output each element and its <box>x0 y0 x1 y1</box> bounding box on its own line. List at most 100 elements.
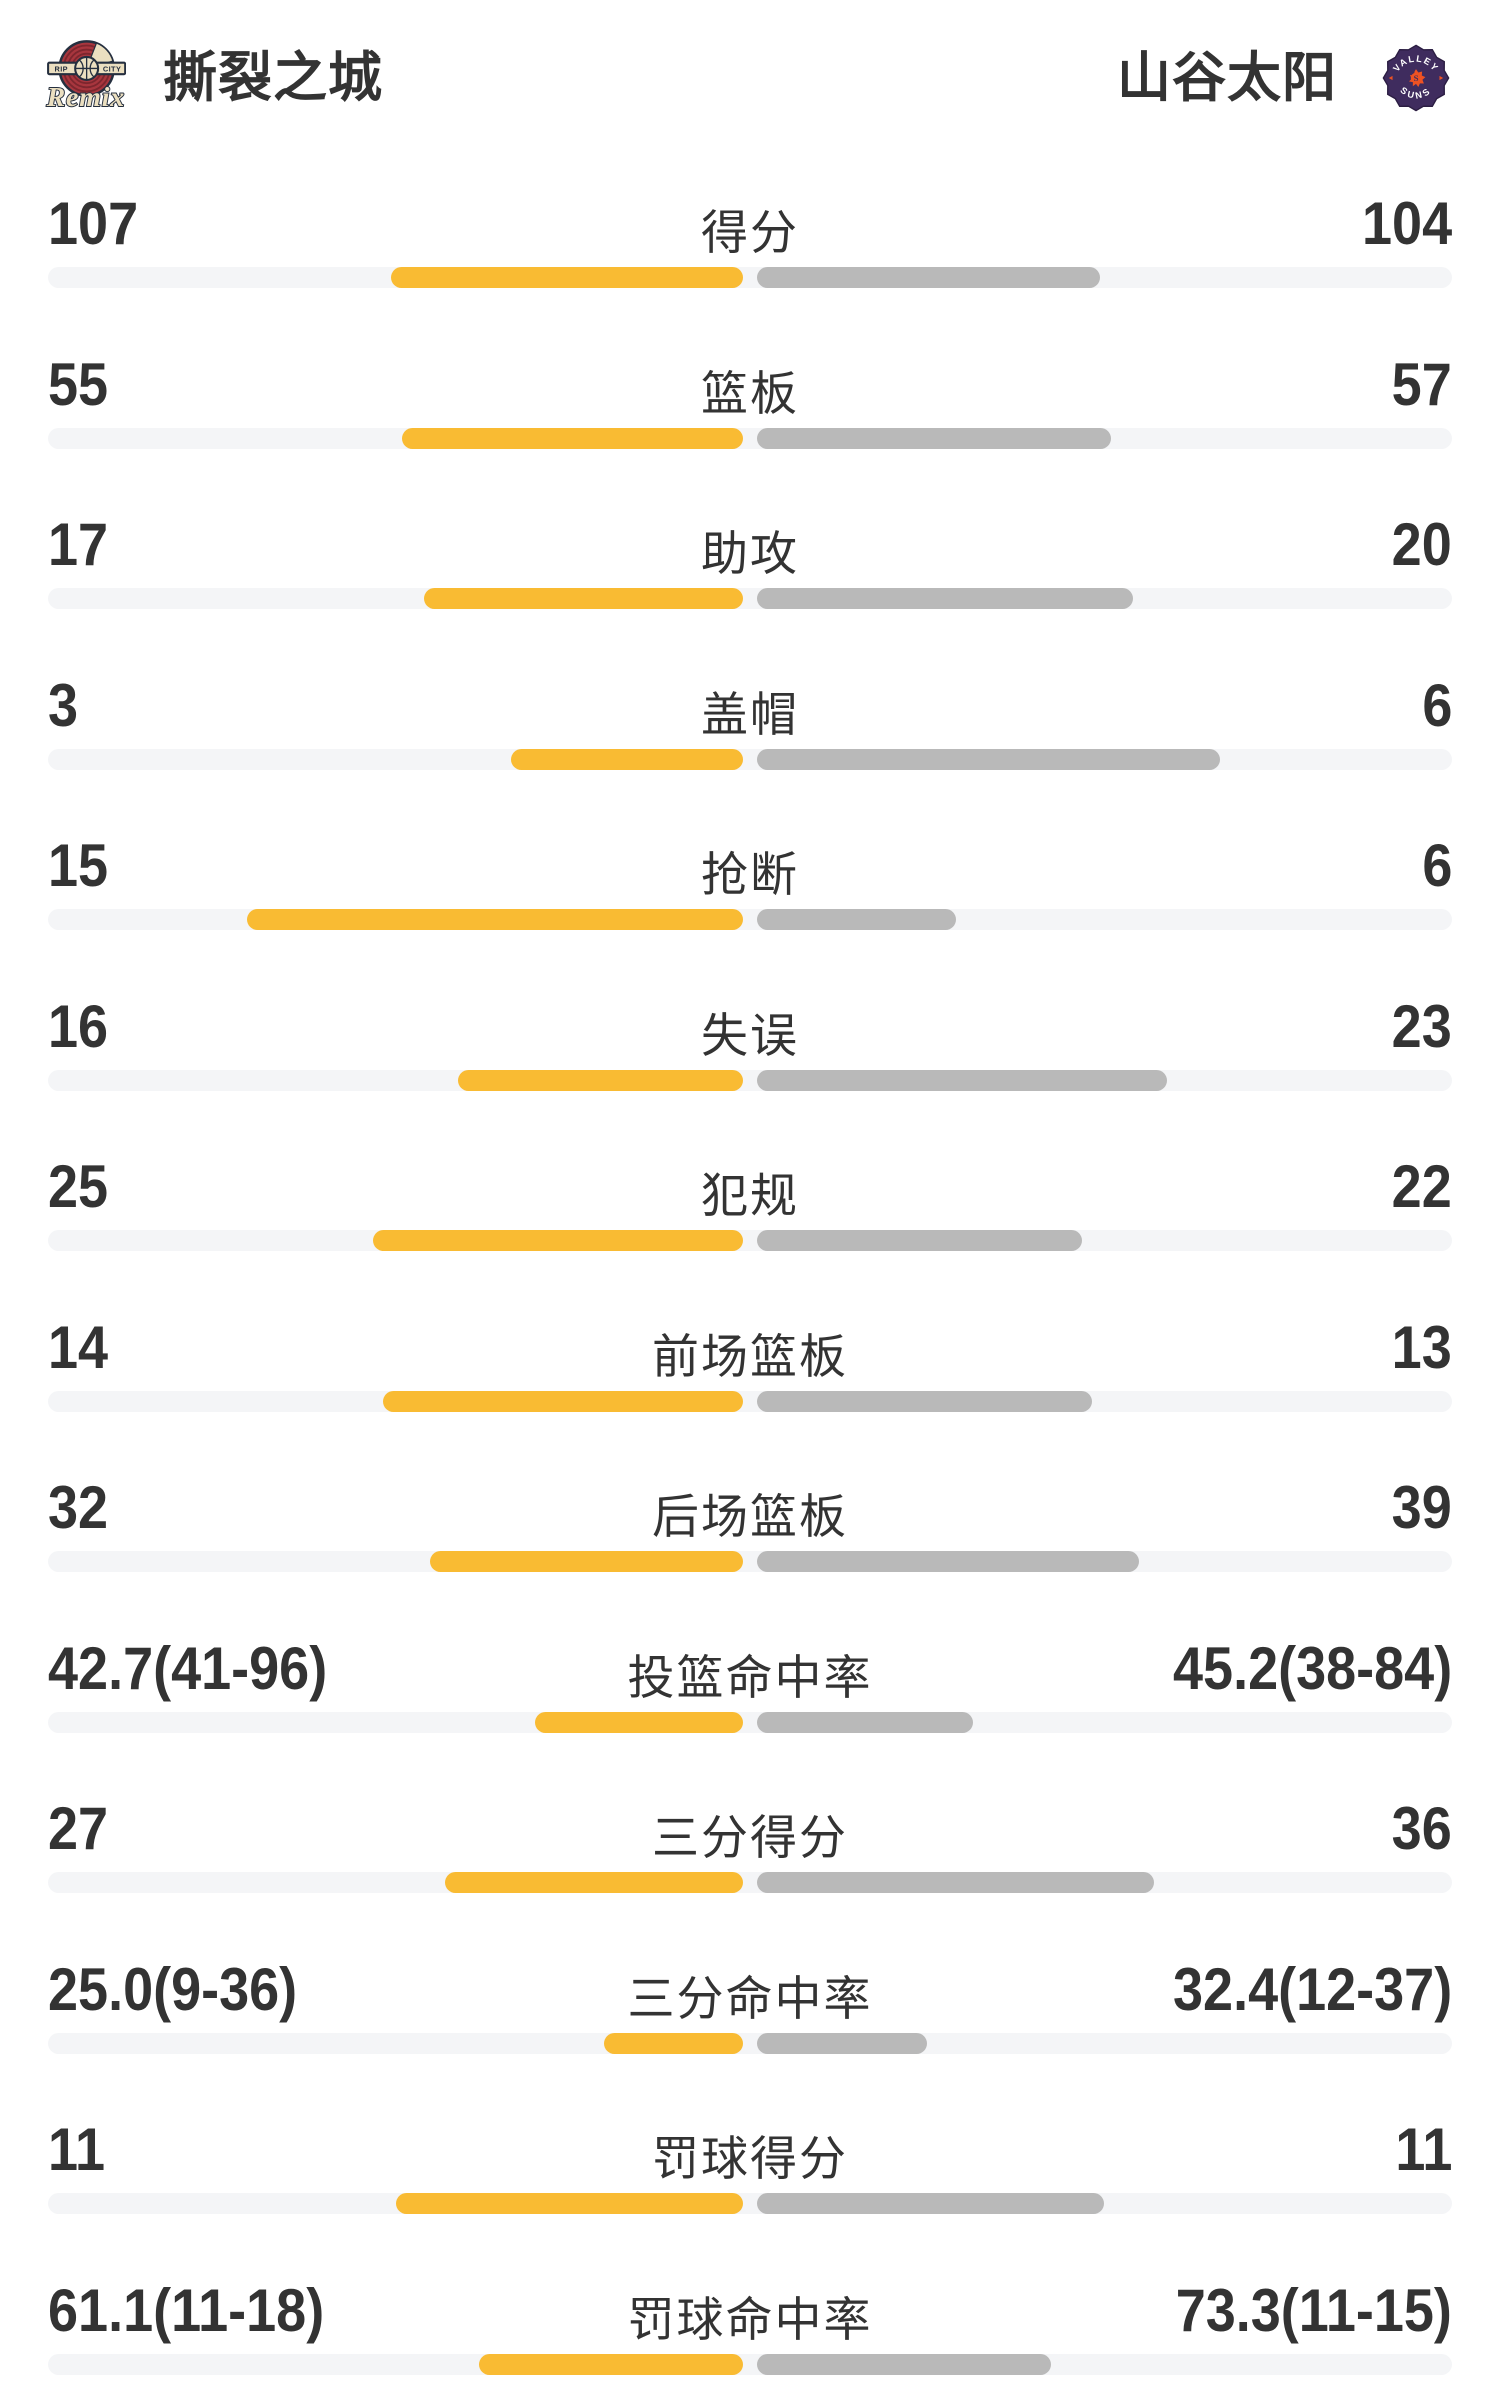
stat-bar-track <box>48 2353 1452 2375</box>
home-stat-value: 25.0(9-36) <box>48 1955 298 2023</box>
away-stat-bar <box>757 1551 1139 1572</box>
stat-bar-track <box>48 1551 1452 1572</box>
home-stat-bar <box>401 427 743 449</box>
stat-values: 107 得分 104 <box>48 190 1452 262</box>
stat-bar-track <box>48 1872 1452 1893</box>
stat-bar-track <box>48 1069 1452 1091</box>
right-triangle-accent <box>1439 75 1444 81</box>
stat-row: 27 三分得分 36 <box>48 1795 1452 1893</box>
away-stat-value: 11 <box>1394 2116 1452 2183</box>
away-stat-bar <box>757 1230 1083 1251</box>
stat-row: 17 助攻 20 <box>48 511 1452 609</box>
home-stat-value: 16 <box>48 992 109 1060</box>
stat-label: 抢断 <box>701 848 799 901</box>
home-stat-bar <box>382 1390 743 1412</box>
stat-values: 17 助攻 20 <box>48 511 1452 583</box>
home-stat-bar <box>479 2353 743 2375</box>
home-team-name: 撕裂之城 <box>163 48 383 108</box>
stat-label: 失误 <box>701 1008 799 1062</box>
home-stat-value: 42.7(41-96) <box>48 1634 328 1702</box>
sun-icon: S <box>1408 69 1426 88</box>
away-stat-bar <box>757 427 1111 449</box>
home-stat-value: 15 <box>48 832 109 899</box>
stat-bar-track <box>48 2193 1452 2214</box>
away-stat-value: 104 <box>1361 190 1452 257</box>
home-stat-value: 32 <box>48 1474 109 1541</box>
home-stat-value: 61.1(11-18) <box>48 2276 325 2344</box>
home-stat-bar <box>390 267 743 288</box>
stat-label: 罚球得分 <box>652 2132 848 2185</box>
stat-label: 三分得分 <box>652 1811 848 1864</box>
stats-comparison-list: 107 得分 104 55 篮板 57 17 助攻 20 <box>48 0 1452 2400</box>
home-stat-value: 14 <box>48 1313 109 1381</box>
stat-row: 55 篮板 57 <box>48 350 1452 449</box>
home-stat-bar <box>535 1711 743 1733</box>
away-stat-bar <box>757 748 1221 770</box>
away-stat-value: 6 <box>1421 671 1452 739</box>
banner-left-text: RIP <box>54 65 68 74</box>
away-stat-value: 57 <box>1391 350 1452 418</box>
stat-values: 42.7(41-96) 投篮命中率 45.2(38-84) <box>48 1634 1452 1707</box>
stat-row: 61.1(11-18) 罚球命中率 73.3(11-15) <box>48 2276 1452 2375</box>
stat-row: 14 前场篮板 13 <box>48 1313 1452 1412</box>
stat-bar-track <box>48 427 1452 449</box>
stat-values: 16 失误 23 <box>48 992 1452 1065</box>
stat-values: 15 抢断 6 <box>48 832 1452 904</box>
stat-bar-track <box>48 748 1452 770</box>
stat-row: 16 失误 23 <box>48 992 1452 1091</box>
stat-row: 42.7(41-96) 投篮命中率 45.2(38-84) <box>48 1634 1452 1733</box>
stat-label: 前场篮板 <box>652 1329 848 1383</box>
stat-values: 32 后场篮板 39 <box>48 1474 1452 1546</box>
home-stat-bar <box>511 748 743 770</box>
home-stat-bar <box>457 1069 743 1091</box>
away-stat-value: 45.2(38-84) <box>1172 1634 1452 1702</box>
stat-row: 25 犯规 22 <box>48 1153 1452 1251</box>
away-stat-bar <box>757 1390 1092 1412</box>
away-stat-value: 6 <box>1421 832 1452 899</box>
stat-row: 107 得分 104 <box>48 190 1452 288</box>
away-stat-bar <box>757 1872 1155 1893</box>
home-stat-value: 27 <box>48 1795 109 1862</box>
stat-values: 27 三分得分 36 <box>48 1795 1452 1867</box>
stat-values: 11 罚球得分 11 <box>48 2116 1452 2188</box>
home-stat-value: 107 <box>48 190 139 257</box>
away-team-logo: VALLEY SUNS S <box>1382 44 1450 112</box>
stat-bar-track <box>48 1711 1452 1733</box>
away-stat-bar <box>757 2032 928 2054</box>
away-stat-bar <box>757 1069 1167 1091</box>
home-stat-value: 3 <box>48 671 79 739</box>
home-stat-bar <box>423 588 743 609</box>
away-stat-value: 13 <box>1391 1313 1452 1381</box>
home-stat-value: 17 <box>48 511 109 578</box>
away-stat-bar <box>757 588 1133 609</box>
sun-center-letter: S <box>1414 73 1419 83</box>
home-team-logo: RIP CITY Remix <box>45 40 126 114</box>
away-stat-bar <box>757 267 1100 288</box>
stat-values: 61.1(11-18) 罚球命中率 73.3(11-15) <box>48 2276 1452 2349</box>
stat-bar-track <box>48 1390 1452 1412</box>
stat-bar-track <box>48 2032 1452 2054</box>
stat-label: 后场篮板 <box>652 1490 848 1543</box>
stat-row: 15 抢断 6 <box>48 832 1452 930</box>
stat-label: 盖帽 <box>701 687 799 741</box>
scoreboard-header: RIP CITY Remix 撕裂之城 山谷太阳 VALLEY <box>0 0 1500 165</box>
stat-label: 助攻 <box>701 527 799 580</box>
away-stat-bar <box>757 2353 1051 2375</box>
away-stat-value: 20 <box>1391 511 1452 578</box>
away-team-name: 山谷太阳 <box>1117 48 1337 108</box>
stat-label: 得分 <box>701 206 799 259</box>
stat-values: 3 盖帽 6 <box>48 671 1452 744</box>
away-stat-bar <box>757 1711 974 1733</box>
stat-row: 25.0(9-36) 三分命中率 32.4(12-37) <box>48 1955 1452 2054</box>
stat-label: 三分命中率 <box>627 1971 873 2025</box>
stat-bar-track <box>48 267 1452 288</box>
away-stat-value: 32.4(12-37) <box>1172 1955 1452 2023</box>
away-stat-value: 36 <box>1391 1795 1452 1862</box>
away-stat-value: 73.3(11-15) <box>1175 2276 1452 2344</box>
home-stat-bar <box>429 1551 743 1572</box>
away-stat-value: 39 <box>1391 1474 1452 1541</box>
remix-script-text: Remix <box>46 82 125 113</box>
home-stat-value: 25 <box>48 1153 109 1220</box>
home-stat-bar <box>246 909 743 930</box>
away-stat-value: 23 <box>1391 992 1452 1060</box>
